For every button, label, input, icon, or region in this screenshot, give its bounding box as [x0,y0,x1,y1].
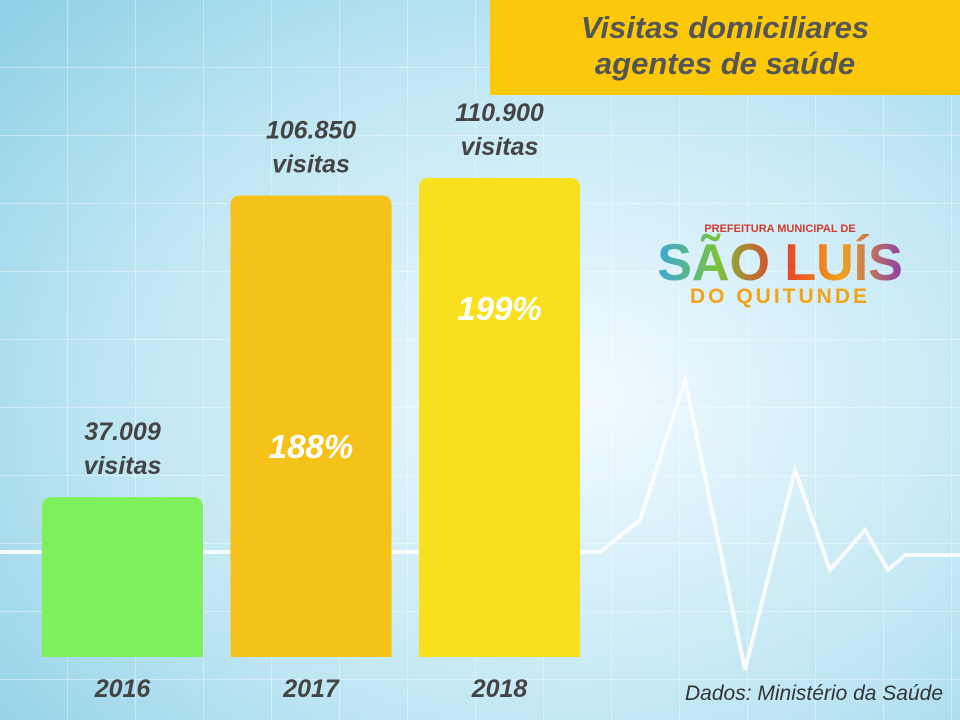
annotation: 188% [269,428,353,465]
x-tick-label: 2017 [282,675,340,703]
value-label: 37.009 [84,418,161,446]
ecg-line [0,372,960,671]
value-unit: visitas [84,452,162,480]
value-unit: visitas [461,133,539,161]
value-label: 106.850 [266,116,356,144]
bar [42,497,203,657]
logo-main: SÃO LUÍS [657,233,903,292]
title-box [490,0,960,95]
logo-top: PREFEITURA MUNICIPAL DE [704,223,855,235]
x-tick-label: 2016 [94,675,152,703]
x-tick-label: 2018 [471,675,528,703]
source: Dados: Ministério da Saúde [685,682,943,705]
bar [230,195,392,657]
annotation: 199% [457,290,541,327]
bar [419,178,580,657]
value-label: 110.900 [455,99,544,127]
logo-bottom: DO QUITUNDE [690,285,870,308]
value-unit: visitas [272,150,350,178]
chart-title: Visitas domiciliares agentes de saúde [581,10,869,81]
